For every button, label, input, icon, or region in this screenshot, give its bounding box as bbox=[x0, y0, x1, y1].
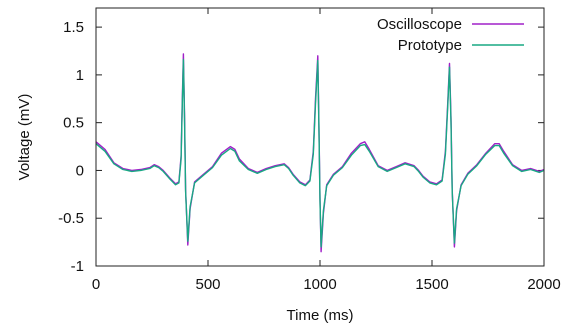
y-axis-label: Voltage (mV) bbox=[16, 94, 33, 181]
y-tick-label: 1 bbox=[76, 67, 84, 84]
legend-label-prototype: Prototype bbox=[398, 37, 462, 54]
y-tick-label: -1 bbox=[71, 258, 84, 275]
plot-frame bbox=[95, 7, 545, 267]
x-tick-label: 0 bbox=[92, 276, 100, 293]
y-tick-label: 0 bbox=[76, 162, 84, 179]
y-tick-label: -0.5 bbox=[58, 210, 84, 227]
plot-lines bbox=[95, 53, 545, 253]
y-tick-label: 1.5 bbox=[63, 19, 84, 36]
y-tick-labels: -1 -0.5 0 0.5 1 1.5 bbox=[58, 19, 84, 275]
series-line-prototype bbox=[95, 58, 545, 248]
legend-label-oscilloscope: Oscilloscope bbox=[377, 16, 462, 33]
x-tick-labels: 0 500 1000 1500 2000 bbox=[92, 276, 561, 293]
x-tick-label: 2000 bbox=[527, 276, 560, 293]
x-tick-label: 1500 bbox=[415, 276, 448, 293]
x-tick-label: 500 bbox=[195, 276, 220, 293]
x-axis-label: Time (ms) bbox=[287, 307, 354, 324]
x-tick-label: 1000 bbox=[303, 276, 336, 293]
legend: Oscilloscope Prototype bbox=[377, 16, 524, 54]
y-tick-label: 0.5 bbox=[63, 115, 84, 132]
